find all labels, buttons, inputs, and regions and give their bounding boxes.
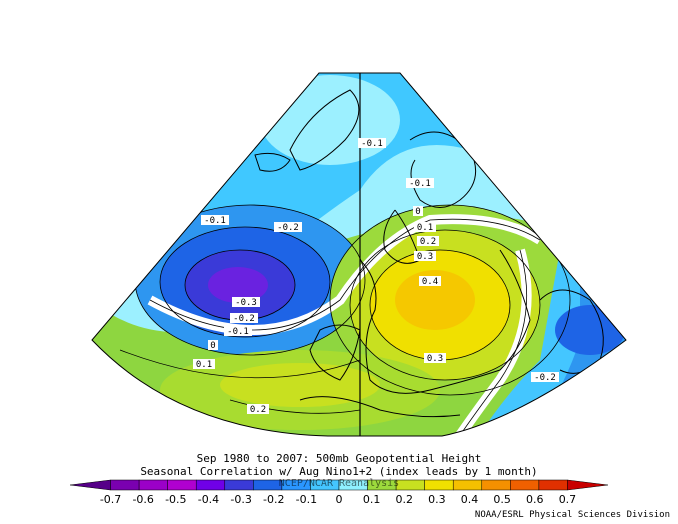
label-02-north: 0.2 bbox=[420, 237, 436, 247]
colorbar-cell bbox=[69, 479, 111, 491]
colorbar-tick-label: 0.6 bbox=[526, 493, 544, 506]
label-n01-scandinavia-bg bbox=[406, 178, 434, 188]
label-02-africa: 0.2 bbox=[250, 405, 266, 415]
colorbar-cell bbox=[110, 479, 140, 491]
colorbar-tick-label: 0.5 bbox=[493, 493, 511, 506]
colorbar-cell bbox=[481, 479, 511, 491]
colorbar-tick-label: -0.4 bbox=[198, 493, 219, 506]
colorbar-tick-label: -0.2 bbox=[263, 493, 284, 506]
colorbar-cell bbox=[138, 479, 168, 491]
label-n01-scandinavia: -0.1 bbox=[409, 179, 431, 189]
label-zero-atlantic-bg bbox=[208, 340, 218, 350]
colorbar-tick-label: 0.1 bbox=[363, 493, 381, 506]
label-n01-north: -0.1 bbox=[361, 139, 383, 149]
label-n02-east: -0.2 bbox=[534, 373, 556, 383]
colorbar-tick-label: -0.6 bbox=[132, 493, 153, 506]
label-n02-east-bg bbox=[531, 372, 559, 382]
colorbar-cell bbox=[510, 479, 540, 491]
label-03-north-bg bbox=[414, 251, 436, 261]
label-n03-low: -0.3 bbox=[235, 298, 257, 308]
label-n01-north-bg bbox=[358, 138, 386, 148]
title-line-2: Seasonal Correlation w/ Aug Nino1+2 (ind… bbox=[140, 465, 538, 478]
colorbar-tick-label: 0.2 bbox=[396, 493, 414, 506]
colorbar-cell bbox=[538, 479, 568, 491]
label-n03-low-bg bbox=[232, 297, 260, 307]
label-01-north-bg bbox=[414, 222, 436, 232]
reanalysis-label: NCEP/NCAR Reanalysis bbox=[279, 478, 399, 489]
label-n01-low-south-bg bbox=[224, 326, 252, 336]
colorbar-tick-label: -0.7 bbox=[100, 493, 121, 506]
label-zero-atlantic: 0 bbox=[210, 341, 215, 351]
label-04-center: 0.4 bbox=[422, 277, 438, 287]
label-03-south-bg bbox=[424, 353, 446, 363]
colorbar-cell bbox=[253, 479, 283, 491]
label-zero-north-bg bbox=[413, 206, 423, 216]
colorbar-tick-label: -0.5 bbox=[165, 493, 186, 506]
sector-outline bbox=[91, 72, 627, 437]
colorbar: NCEP/NCAR Reanalysis -0.7 -0.6 -0.5 -0.4 -0.… bbox=[69, 478, 609, 506]
colorbar-tick-label: 0.7 bbox=[559, 493, 577, 506]
colorbar-tick-label: 0.3 bbox=[428, 493, 446, 506]
label-n01-west-bg bbox=[201, 215, 229, 225]
colorbar-tick-label: 0 bbox=[336, 493, 343, 506]
colorbar-cell bbox=[224, 479, 254, 491]
title-line-1: Sep 1980 to 2007: 500mb Geopotential Hei… bbox=[196, 452, 482, 465]
label-n02-atlantic-bg bbox=[274, 222, 302, 232]
credit-text: NOAA/ESRL Physical Sciences Division bbox=[474, 510, 670, 520]
colorbar-tick-label: 0.4 bbox=[461, 493, 479, 506]
colorbar-tick-label: -0.1 bbox=[296, 493, 317, 506]
correlation-map: -0.1 -0.1 0 0.1 0.2 0.3 0.4 0.3 -0.1 -0.2 -0.3 -0.2… bbox=[91, 72, 627, 437]
label-02-north-bg bbox=[417, 236, 439, 246]
label-zero-north: 0 bbox=[415, 207, 420, 217]
colorbar-cell bbox=[395, 479, 425, 491]
label-n02-atlantic: -0.2 bbox=[277, 223, 299, 233]
label-01-north: 0.1 bbox=[417, 223, 433, 233]
label-n02-low-south: -0.2 bbox=[233, 314, 255, 324]
colorbar-cell bbox=[167, 479, 197, 491]
label-04-center-bg bbox=[419, 276, 441, 286]
colorbar-cell bbox=[452, 479, 483, 491]
label-01-atlantic-bg bbox=[193, 359, 215, 369]
contour-lines bbox=[119, 204, 571, 436]
colorbar-tick-label: -0.3 bbox=[230, 493, 251, 506]
colorbar-cell bbox=[424, 479, 454, 491]
colorbar-cell bbox=[567, 479, 609, 491]
label-n02-low-south-bg bbox=[230, 313, 258, 323]
label-n01-west: -0.1 bbox=[204, 216, 226, 226]
label-02-africa-bg bbox=[247, 404, 269, 414]
label-n01-low-south: -0.1 bbox=[227, 327, 249, 337]
label-03-north: 0.3 bbox=[417, 252, 433, 262]
label-03-south: 0.3 bbox=[427, 354, 443, 364]
colorbar-cell bbox=[195, 479, 226, 491]
contour-label-group: -0.1 -0.1 0 0.1 0.2 0.3 0.4 0.3 -0.1 -0.2 -0.3 -0.2… bbox=[193, 138, 559, 415]
label-01-atlantic: 0.1 bbox=[196, 360, 212, 370]
